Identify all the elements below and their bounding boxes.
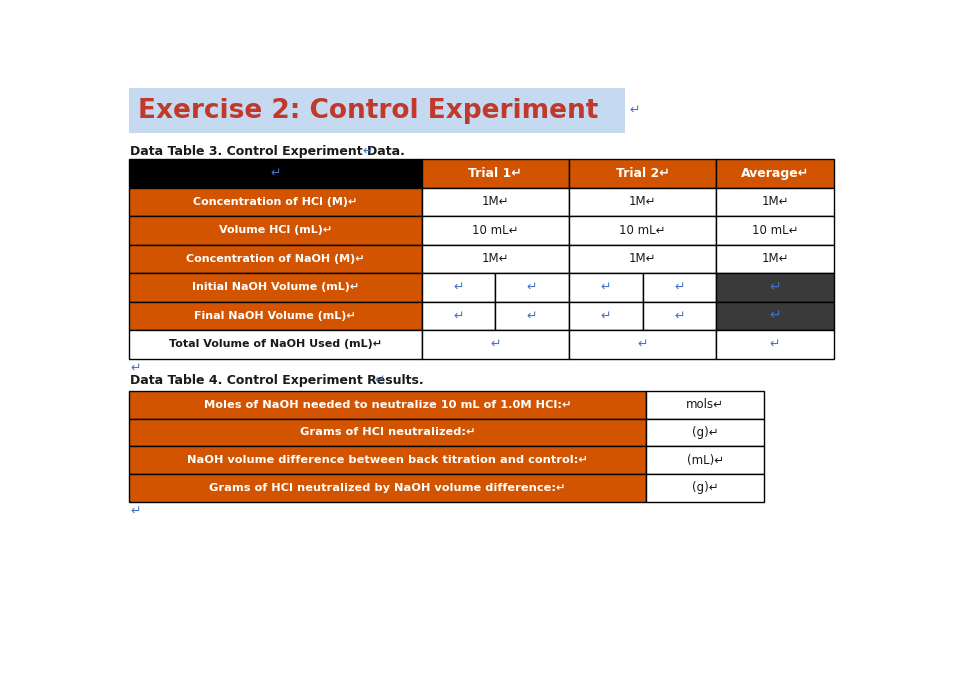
Text: ↵: ↵ bbox=[270, 167, 280, 180]
Text: (mL)↵: (mL)↵ bbox=[687, 453, 724, 466]
Text: Moles of NaOH needed to neutralize 10 mL of 1.0M HCl:↵: Moles of NaOH needed to neutralize 10 mL… bbox=[204, 399, 571, 410]
Text: ↵: ↵ bbox=[674, 281, 685, 294]
Bar bbox=[716, 330, 834, 358]
Text: 1M↵: 1M↵ bbox=[629, 252, 657, 265]
Bar bbox=[128, 446, 647, 474]
Bar bbox=[569, 159, 716, 187]
Text: ↵: ↵ bbox=[490, 338, 501, 351]
Bar bbox=[716, 159, 834, 187]
Text: ↵: ↵ bbox=[601, 281, 611, 294]
Text: ↵: ↵ bbox=[629, 104, 640, 117]
Text: Data Table 4. Control Experiment Results.: Data Table 4. Control Experiment Results… bbox=[130, 373, 424, 386]
Text: 1M↵: 1M↵ bbox=[629, 196, 657, 209]
Text: ↵: ↵ bbox=[769, 280, 781, 294]
Text: Initial NaOH Volume (mL)↵: Initial NaOH Volume (mL)↵ bbox=[191, 282, 359, 292]
Bar bbox=[716, 245, 834, 273]
Text: 1M↵: 1M↵ bbox=[761, 252, 789, 265]
Bar bbox=[421, 159, 569, 187]
Bar bbox=[128, 391, 647, 419]
Text: 1M↵: 1M↵ bbox=[761, 196, 789, 209]
Text: Grams of HCl neutralized by NaOH volume difference:↵: Grams of HCl neutralized by NaOH volume … bbox=[210, 483, 565, 493]
Bar bbox=[569, 273, 643, 302]
Text: Volume HCl (mL)↵: Volume HCl (mL)↵ bbox=[219, 225, 332, 235]
Bar bbox=[128, 474, 647, 502]
Bar bbox=[716, 216, 834, 245]
Bar bbox=[647, 474, 764, 502]
Bar bbox=[716, 187, 834, 216]
Text: 10 mL↵: 10 mL↵ bbox=[752, 224, 799, 237]
Text: Trial 1↵: Trial 1↵ bbox=[468, 167, 522, 180]
Bar bbox=[128, 88, 624, 133]
Text: ↵: ↵ bbox=[130, 361, 141, 374]
Bar bbox=[421, 245, 569, 273]
Bar bbox=[128, 159, 421, 187]
Text: Total Volume of NaOH Used (mL)↵: Total Volume of NaOH Used (mL)↵ bbox=[169, 339, 382, 350]
Text: NaOH volume difference between back titration and control:↵: NaOH volume difference between back titr… bbox=[187, 455, 588, 465]
Bar bbox=[421, 302, 495, 330]
Text: Trial 2↵: Trial 2↵ bbox=[615, 167, 669, 180]
Text: 1M↵: 1M↵ bbox=[481, 252, 509, 265]
Bar bbox=[128, 330, 421, 358]
Bar bbox=[643, 302, 716, 330]
Bar bbox=[569, 187, 716, 216]
Bar bbox=[128, 216, 421, 245]
Text: Data Table 3. Control Experiment Data.: Data Table 3. Control Experiment Data. bbox=[130, 145, 405, 158]
Bar bbox=[569, 245, 716, 273]
Text: ↵: ↵ bbox=[453, 281, 464, 294]
Text: ↵: ↵ bbox=[453, 309, 464, 322]
Text: ↵: ↵ bbox=[637, 338, 648, 351]
Text: ↵: ↵ bbox=[374, 373, 385, 386]
Bar bbox=[643, 273, 716, 302]
Bar bbox=[495, 273, 569, 302]
Bar bbox=[421, 273, 495, 302]
Bar bbox=[128, 245, 421, 273]
Text: mols↵: mols↵ bbox=[686, 398, 724, 411]
Text: ↵: ↵ bbox=[770, 338, 780, 351]
Text: Average↵: Average↵ bbox=[741, 167, 809, 180]
Text: Concentration of HCl (M)↵: Concentration of HCl (M)↵ bbox=[193, 197, 358, 207]
Text: Concentration of NaOH (M)↵: Concentration of NaOH (M)↵ bbox=[186, 254, 365, 264]
Text: Final NaOH Volume (mL)↵: Final NaOH Volume (mL)↵ bbox=[194, 311, 356, 321]
Text: ↵: ↵ bbox=[527, 309, 537, 322]
Text: Grams of HCl neutralized:↵: Grams of HCl neutralized:↵ bbox=[300, 428, 475, 438]
Text: ↵: ↵ bbox=[769, 308, 781, 323]
Bar bbox=[716, 302, 834, 330]
Text: ↵: ↵ bbox=[601, 309, 611, 322]
Bar bbox=[569, 302, 643, 330]
Bar bbox=[569, 330, 716, 358]
Bar bbox=[647, 446, 764, 474]
Text: 10 mL↵: 10 mL↵ bbox=[472, 224, 518, 237]
Bar bbox=[647, 391, 764, 419]
Bar bbox=[421, 187, 569, 216]
Bar bbox=[716, 273, 834, 302]
Text: ↵: ↵ bbox=[130, 505, 141, 518]
Text: ↵: ↵ bbox=[527, 281, 537, 294]
Text: ↵: ↵ bbox=[363, 145, 373, 158]
Bar bbox=[128, 302, 421, 330]
Text: 1M↵: 1M↵ bbox=[481, 196, 509, 209]
Bar bbox=[495, 302, 569, 330]
Bar bbox=[421, 216, 569, 245]
Text: 10 mL↵: 10 mL↵ bbox=[619, 224, 665, 237]
Text: ↵: ↵ bbox=[674, 309, 685, 322]
Bar bbox=[647, 419, 764, 446]
Bar bbox=[128, 273, 421, 302]
Bar bbox=[569, 216, 716, 245]
Bar bbox=[128, 187, 421, 216]
Bar bbox=[421, 330, 569, 358]
Text: Exercise 2: Control Experiment: Exercise 2: Control Experiment bbox=[138, 98, 599, 124]
Text: (g)↵: (g)↵ bbox=[692, 482, 718, 495]
Bar bbox=[128, 419, 647, 446]
Text: (g)↵: (g)↵ bbox=[692, 426, 718, 439]
